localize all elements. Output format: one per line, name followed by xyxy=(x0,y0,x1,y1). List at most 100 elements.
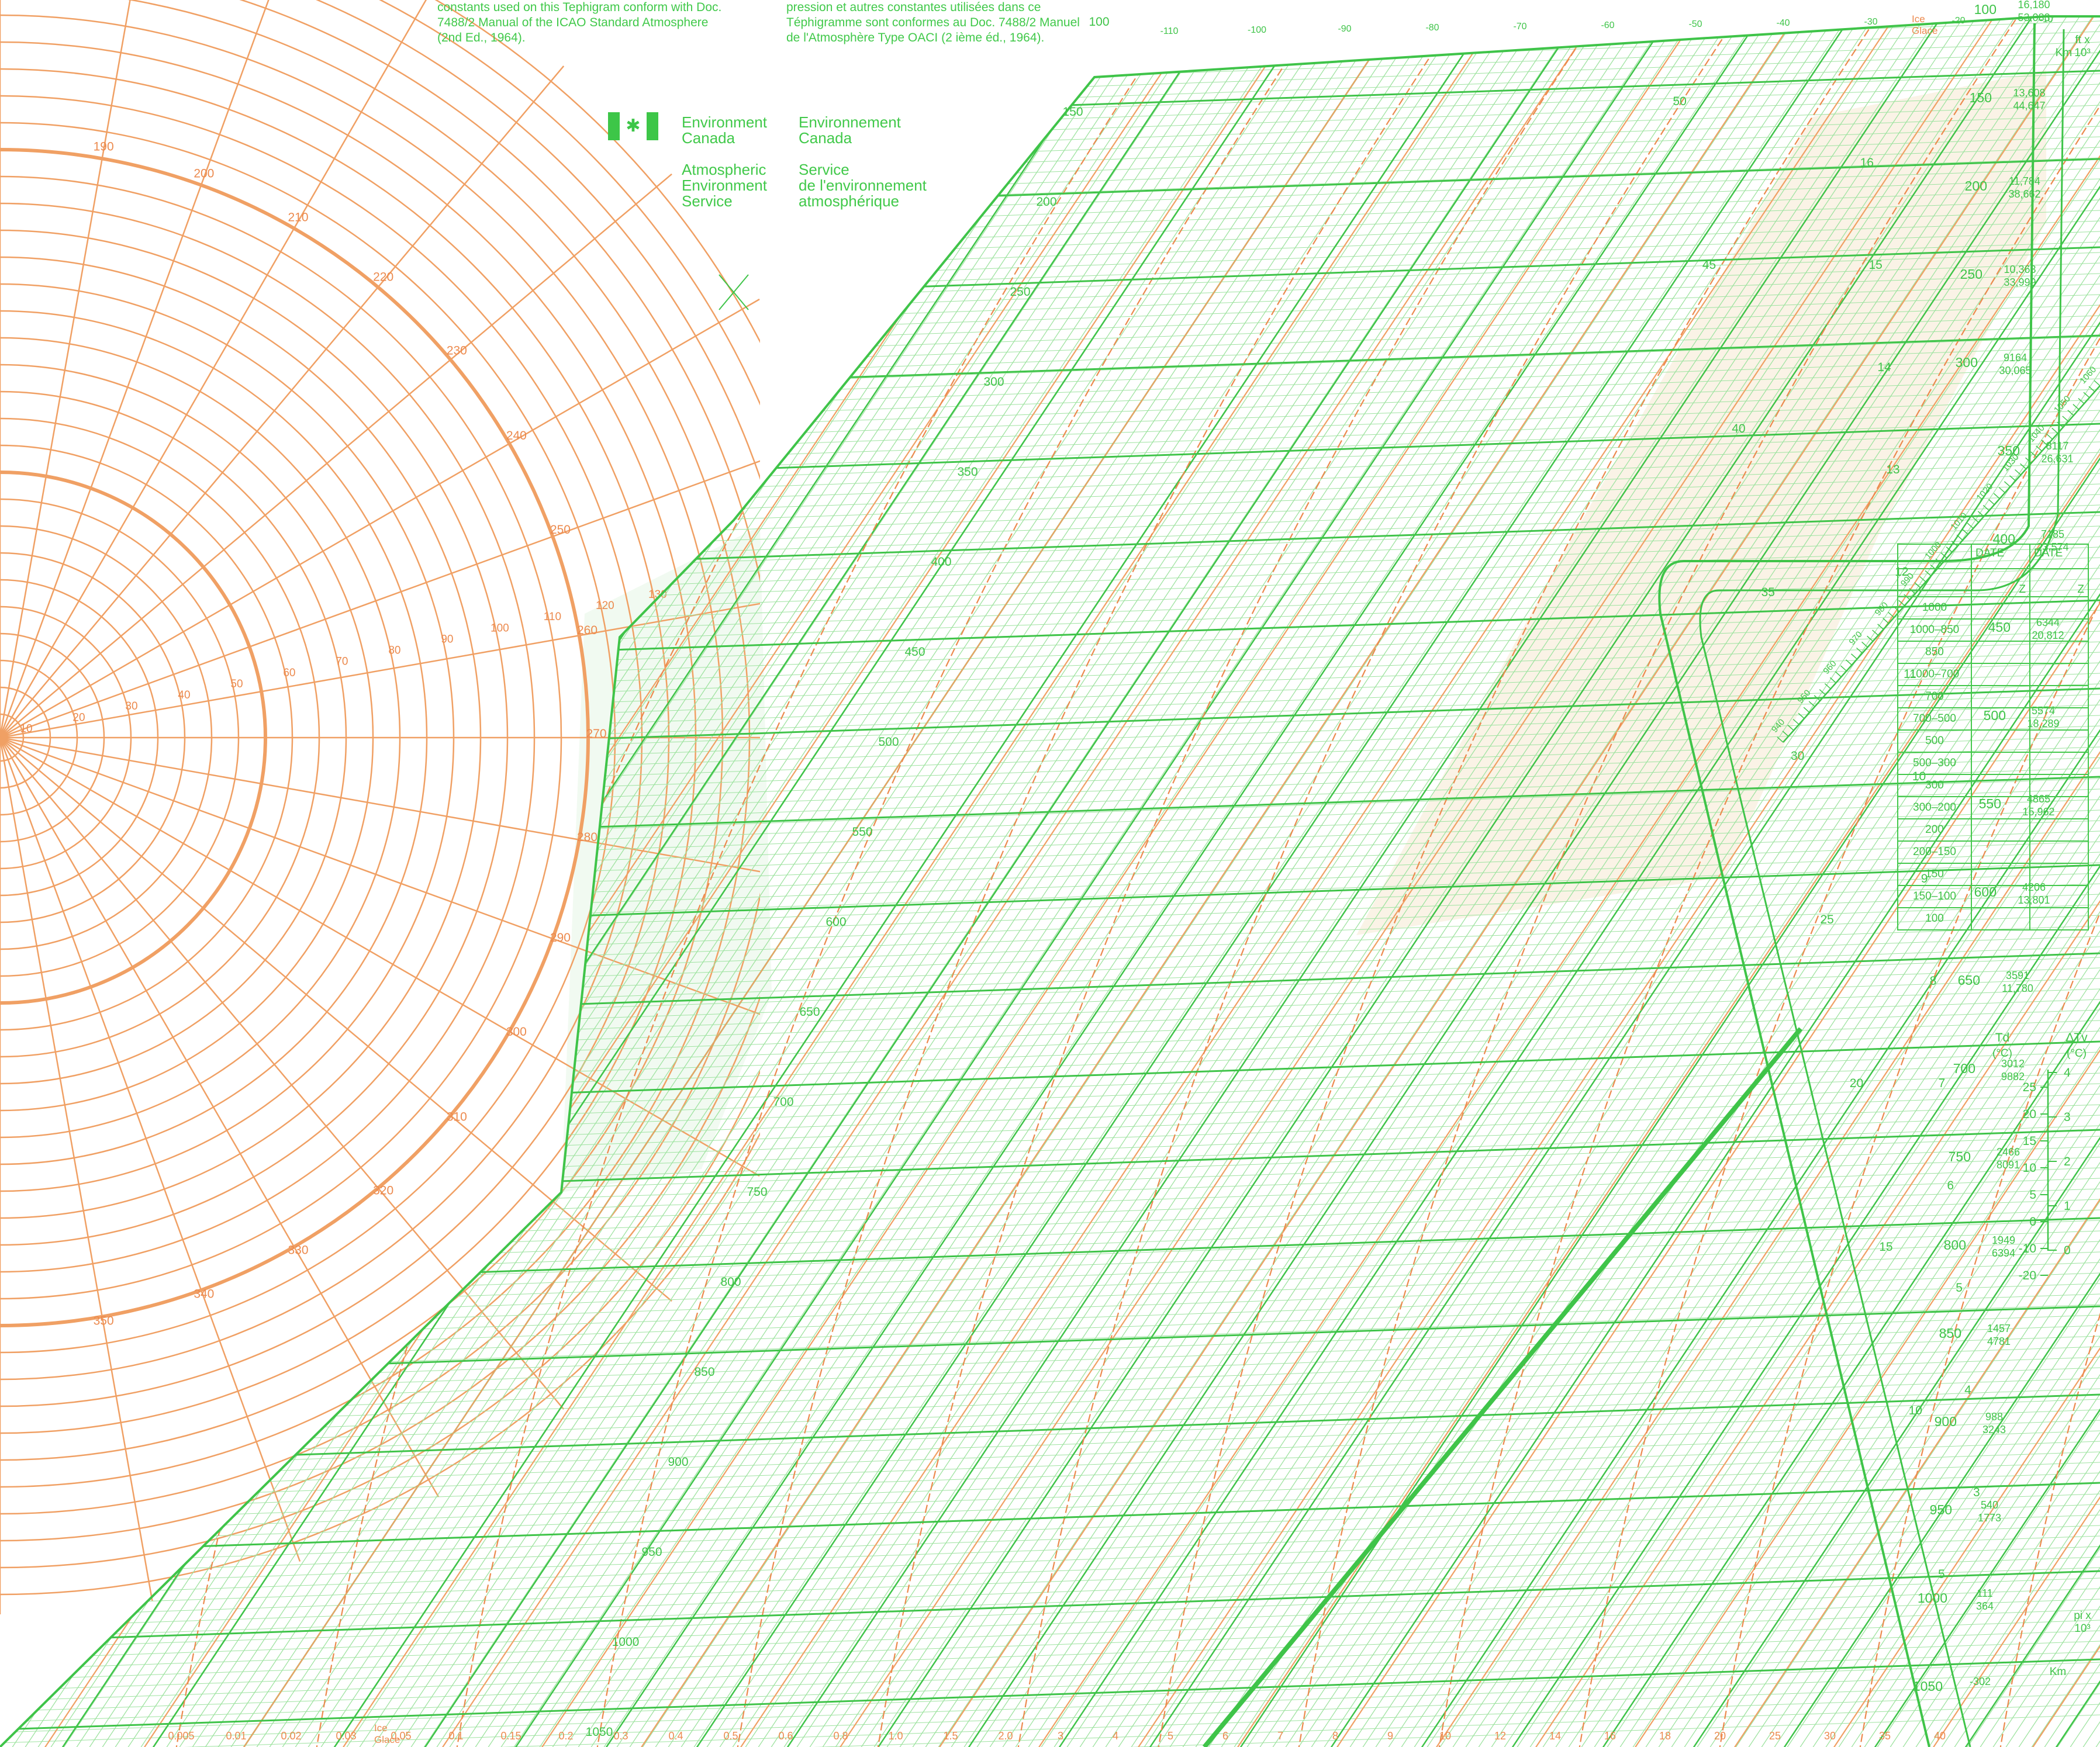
pressure-layer-label: 150–100 xyxy=(1897,885,1972,908)
height-entry-cell[interactable] xyxy=(2029,618,2089,642)
fine-grid-line xyxy=(1294,16,2100,1747)
height-entry-cell[interactable] xyxy=(2029,774,2089,797)
isobar-height-m-label: 1949 xyxy=(1992,1234,2015,1246)
glace-legend-label: Glace xyxy=(1912,25,1937,36)
z-cell[interactable]: Z xyxy=(1971,568,2030,597)
height-table-row: 300 xyxy=(1897,774,2089,797)
height-entry-cell[interactable] xyxy=(1971,885,2030,908)
height-entry-cell[interactable] xyxy=(1971,618,2030,642)
height-entry-cell[interactable] xyxy=(1971,663,2030,686)
height-table-row: 700–500 xyxy=(1897,707,2089,731)
height-entry-cell[interactable] xyxy=(1971,641,2030,664)
inclined-scale-tick xyxy=(1803,707,1810,713)
fine-grid-line xyxy=(1590,16,2100,1747)
fine-grid-line xyxy=(0,16,239,1747)
fine-grid-line xyxy=(754,16,1924,1747)
height-entry-cell[interactable] xyxy=(2029,729,2089,753)
height-entry-cell[interactable] xyxy=(1971,596,2030,620)
cross-mark xyxy=(719,274,749,310)
fine-grid-line xyxy=(1860,16,2100,1747)
height-entry-cell[interactable] xyxy=(2029,663,2089,686)
height-entry-cell[interactable] xyxy=(1971,796,2030,819)
isobar-inner-label: 1050 xyxy=(586,1725,613,1739)
agency-line: Environment xyxy=(682,177,767,194)
saturated-adiabat-line xyxy=(1156,16,1889,1747)
height-entry-cell[interactable] xyxy=(1971,685,2030,708)
isobar-pressure-label: 1050 xyxy=(1913,1679,1943,1694)
isobar-height-ft-label: 26,631 xyxy=(2041,453,2073,465)
height-entry-cell[interactable] xyxy=(1971,707,2030,731)
isobar-pressure-label: 350 xyxy=(1998,443,2020,458)
isobar-inner-label: 500 xyxy=(878,735,899,749)
polar-radial xyxy=(0,736,760,1015)
mixing-ratio-label: 30 xyxy=(1824,1730,1836,1742)
mixing-ratio-label: 0.5 xyxy=(723,1730,738,1742)
fine-isobar-line xyxy=(0,1493,2100,1565)
fine-grid-line xyxy=(1281,16,2100,1747)
height-kft-label: 10 xyxy=(1909,1404,1922,1417)
polar-ring-label: 100 xyxy=(491,622,509,634)
height-kft-label: 20 xyxy=(1850,1077,1863,1090)
fine-isobar-line xyxy=(0,1462,2100,1533)
z-cell[interactable]: Z xyxy=(2029,568,2089,597)
fine-isobar-line xyxy=(0,1683,2100,1747)
dtv-scale-label: 3 xyxy=(2064,1111,2071,1124)
height-entry-cell[interactable] xyxy=(1971,840,2030,864)
polar-radial-label: 240 xyxy=(506,429,527,442)
saturated-adiabat-line xyxy=(1437,16,2100,1747)
height-entry-cell[interactable] xyxy=(2029,885,2089,908)
inclined-scale-tick xyxy=(1835,671,1842,677)
isobar-height-m-label: 11,784 xyxy=(2009,175,2040,187)
fine-isobar-line xyxy=(0,1630,2100,1701)
fine-isobar-line xyxy=(0,1651,2100,1722)
height-entry-cell[interactable] xyxy=(2029,818,2089,842)
height-entry-cell[interactable] xyxy=(2029,840,2089,864)
height-entry-cell[interactable] xyxy=(2029,752,2089,775)
inclined-scale-tick xyxy=(1850,653,1857,660)
dry-adiabat-line xyxy=(239,16,1410,1747)
inclined-scale-tick xyxy=(2067,410,2074,416)
dry-adiabat-line xyxy=(1134,16,2100,1747)
height-entry-cell[interactable] xyxy=(1971,907,2030,930)
pressure-layer-label: 300 xyxy=(1897,774,1972,797)
isotherm-line xyxy=(1688,16,2100,1747)
fine-isobar-line xyxy=(0,1514,2100,1586)
height-entry-cell[interactable] xyxy=(1971,774,2030,797)
fine-grid-line xyxy=(1049,16,2100,1747)
height-entry-cell[interactable] xyxy=(2029,707,2089,731)
height-entry-cell[interactable] xyxy=(2029,863,2089,886)
fine-isobar-line xyxy=(0,873,2100,944)
isobar-pressure-label: 1000 xyxy=(1918,1590,1947,1606)
fine-grid-line xyxy=(1268,16,2100,1747)
inclined-scale-tick xyxy=(1787,725,1794,731)
isobar-height-m-label: 540 xyxy=(1981,1499,1998,1511)
height-km-label: 15 xyxy=(1869,258,1883,272)
height-entry-cell[interactable] xyxy=(2029,796,2089,819)
fine-isobar-line xyxy=(0,1283,2100,1354)
fine-grid-line xyxy=(0,16,1062,1747)
height-entry-cell[interactable] xyxy=(1971,752,2030,775)
flag-bar-right xyxy=(647,112,658,140)
saturated-adiabat-line xyxy=(1577,16,2100,1747)
fine-grid-line xyxy=(1062,16,2100,1747)
height-entry-cell[interactable] xyxy=(2029,641,2089,664)
pressure-layer-label: 100 xyxy=(1897,907,1972,930)
mixing-ratio-label: 0.05 xyxy=(391,1730,411,1742)
height-entry-cell[interactable] xyxy=(1971,818,2030,842)
height-table-body: 1000 1000–850 850 1000–700 700 700–500 500 500–… xyxy=(1897,596,2089,930)
height-entry-cell[interactable] xyxy=(1971,729,2030,753)
isobar-line xyxy=(0,1482,2100,1554)
polar-radial-label: 270 xyxy=(586,727,606,741)
fine-isobar-line xyxy=(0,84,2100,155)
height-entry-cell[interactable] xyxy=(2029,596,2089,620)
isobar-inner-label: 200 xyxy=(1036,195,1056,209)
isobar-height-ft-label: 38,662 xyxy=(2008,188,2040,200)
fine-grid-line xyxy=(0,16,8,1747)
height-entry-cell[interactable] xyxy=(2029,907,2089,930)
fine-isobar-line xyxy=(0,1136,2100,1207)
height-km-label: 14 xyxy=(1877,361,1891,374)
height-entry-cell[interactable] xyxy=(2029,685,2089,708)
height-entry-cell[interactable] xyxy=(1971,863,2030,886)
fine-isobar-line xyxy=(0,1588,2100,1659)
inclined-scale-tick xyxy=(1972,517,1979,523)
